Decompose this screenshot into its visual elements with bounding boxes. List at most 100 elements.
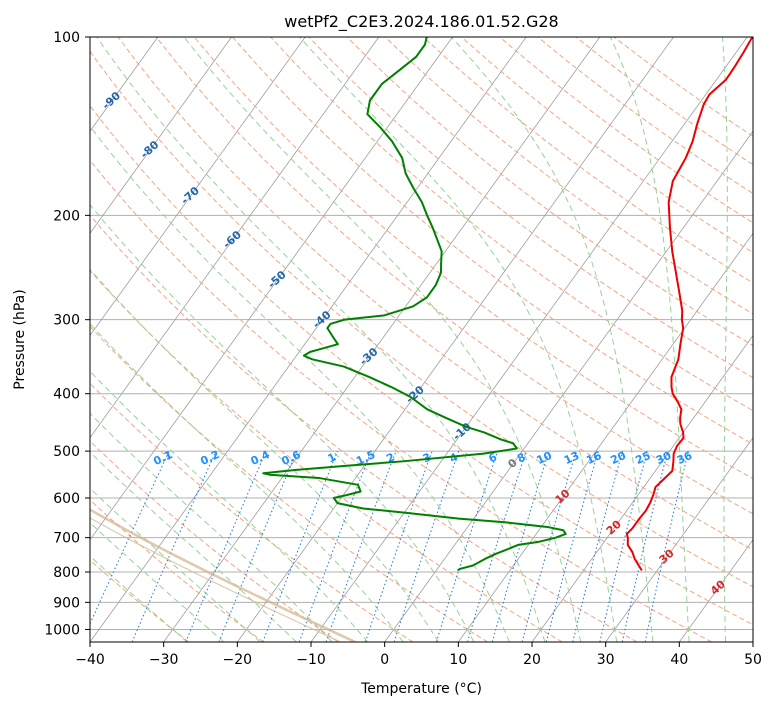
mixing-ratio-label: 36 [675, 449, 695, 467]
dry-adiabat-line [90, 159, 712, 642]
mixing-ratio-line [131, 450, 217, 642]
mixing-ratio-label: 1 [326, 451, 338, 466]
x-tick-label: 50 [744, 652, 762, 668]
isotherm-label: 20 [604, 517, 624, 537]
parcel-arc-line [90, 508, 356, 642]
moist-adiabat-line [450, 37, 654, 642]
mixing-ratio-line [572, 450, 624, 642]
dry-adiabat-line [270, 37, 753, 412]
moist-adiabat-line [299, 37, 618, 642]
mixing-ratio-line [262, 450, 338, 642]
plot-area: -100-90-80-70-60-50-40-30-20-10010203040… [0, 37, 753, 642]
moist-adiabat-line [90, 555, 188, 642]
x-tick-label: −20 [223, 652, 253, 668]
y-tick-label: 700 [53, 531, 80, 547]
mixing-ratio-label: 16 [584, 449, 604, 467]
moist-adiabat-line [96, 37, 546, 642]
dry-adiabat-line [346, 37, 753, 347]
dry-adiabat-line [90, 325, 488, 642]
mixing-ratio-line [218, 450, 298, 642]
mixing-ratio-line [393, 450, 460, 642]
dry-adiabat-line [90, 499, 264, 642]
isotherm-line [90, 37, 527, 642]
dry-adiabat-line [384, 37, 753, 315]
mixing-ratio-line [185, 450, 267, 642]
mixing-ratio-label: 4 [448, 450, 461, 465]
moist-adiabat-line [721, 37, 728, 642]
isotherm-label: -30 [357, 345, 381, 368]
dry-adiabat-line [499, 37, 753, 224]
y-tick-label: 500 [53, 444, 80, 460]
isotherm-line [90, 37, 232, 234]
x-axis-title: Temperature (°C) [360, 681, 482, 697]
isotherm-label: -80 [138, 138, 162, 161]
isotherm-label: -70 [178, 184, 202, 207]
mixing-ratio-line [325, 450, 397, 642]
x-tick-label: 30 [597, 652, 615, 668]
moist-adiabat-line [90, 125, 510, 642]
dewpoint-profile-line [262, 37, 567, 572]
x-tick-label: −10 [296, 652, 326, 668]
isotherm-line [752, 641, 753, 642]
isotherm-label: -60 [220, 228, 244, 251]
y-tick-label: 1000 [44, 622, 80, 638]
mixing-ratio-label: 30 [654, 449, 674, 467]
moist-adiabat-line [90, 487, 261, 642]
isotherm-label: -90 [100, 89, 124, 112]
isotherm-line [90, 37, 380, 439]
isotherm-line [458, 232, 753, 642]
moist-adiabat-line [183, 37, 582, 642]
isotherm-label: -40 [310, 308, 334, 331]
isotherm-line [384, 130, 753, 642]
dry-adiabat-line [613, 37, 753, 137]
mixing-ratio-label: 10 [535, 449, 555, 467]
x-tick-label: 40 [670, 652, 688, 668]
dry-adiabat-line [193, 37, 753, 480]
chart-title: wetPf2_C2E3.2024.186.01.52.G28 [284, 12, 558, 32]
dry-adiabat-line [537, 37, 753, 195]
moist-adiabat-line [90, 370, 369, 642]
dry-adiabat-line [90, 104, 753, 626]
mixing-ratio-line [644, 450, 690, 642]
mixing-ratio-line [521, 450, 577, 642]
mixing-ratio-line [364, 450, 433, 642]
x-tick-label: 0 [380, 652, 389, 668]
mixing-ratio-line [435, 450, 499, 642]
isotherm-line [679, 539, 753, 642]
isotherm-label: 30 [657, 546, 677, 566]
moist-adiabat-line [90, 204, 475, 642]
dry-adiabat-line [461, 37, 753, 254]
y-tick-label: 800 [53, 565, 80, 581]
moist-adiabat-line [609, 37, 690, 642]
isotherm-label: 10 [553, 486, 573, 506]
dry-adiabat-line [90, 382, 414, 642]
isotherm-line [90, 37, 306, 337]
dry-adiabat-line [90, 559, 190, 642]
isotherm-label: 40 [708, 577, 728, 597]
y-tick-label: 400 [53, 387, 80, 403]
dry-adiabat-line [422, 37, 753, 284]
moist-adiabat-line [90, 268, 439, 642]
mixing-ratio-line [467, 450, 527, 642]
mixing-ratio-line [599, 450, 648, 642]
mixing-ratio-label: 25 [633, 449, 652, 467]
isotherm-line [605, 436, 753, 642]
y-tick-label: 600 [53, 491, 80, 507]
isotherm-line [0, 37, 11, 642]
x-tick-label: 10 [449, 652, 467, 668]
y-tick-label: 900 [53, 595, 80, 611]
isotherm-line [90, 37, 453, 541]
plot-frame [89, 36, 754, 643]
y-axis-title: Pressure (hPa) [12, 289, 28, 389]
mixing-ratio-line [545, 450, 599, 642]
y-tick-label: 200 [53, 208, 80, 224]
axis-ticks: −40 −30 −20 −10 0 10 20 30 40 50 100 200 300 400 500 60… [44, 30, 762, 668]
isotherm-label: -50 [265, 268, 289, 291]
dry-adiabat-line [90, 214, 638, 642]
isotherm-line [163, 37, 601, 642]
moist-adiabat-line [90, 323, 404, 642]
dry-adiabat-line [90, 269, 563, 642]
mixing-ratio-line [491, 450, 550, 642]
x-tick-label: −30 [149, 652, 179, 668]
mixing-ratio-label: 20 [609, 449, 629, 467]
